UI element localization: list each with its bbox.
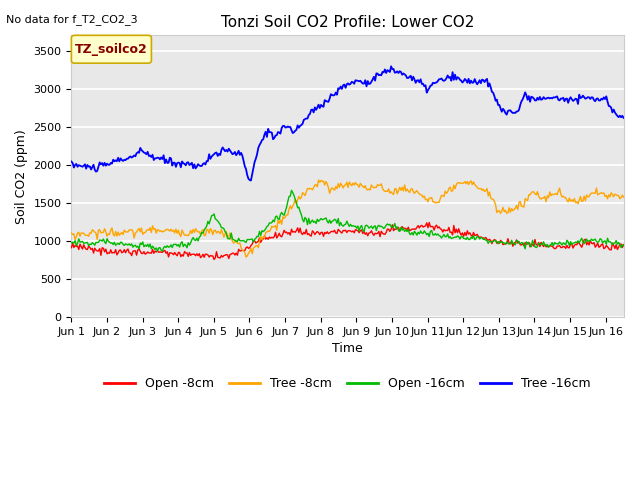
- Legend: Open -8cm, Tree -8cm, Open -16cm, Tree -16cm: Open -8cm, Tree -8cm, Open -16cm, Tree -…: [99, 372, 596, 396]
- Title: Tonzi Soil CO2 Profile: Lower CO2: Tonzi Soil CO2 Profile: Lower CO2: [221, 15, 474, 30]
- Text: No data for f_T2_CO2_3: No data for f_T2_CO2_3: [6, 14, 138, 25]
- Text: TZ_soilco2: TZ_soilco2: [75, 43, 148, 56]
- X-axis label: Time: Time: [332, 342, 363, 356]
- Y-axis label: Soil CO2 (ppm): Soil CO2 (ppm): [15, 129, 28, 224]
